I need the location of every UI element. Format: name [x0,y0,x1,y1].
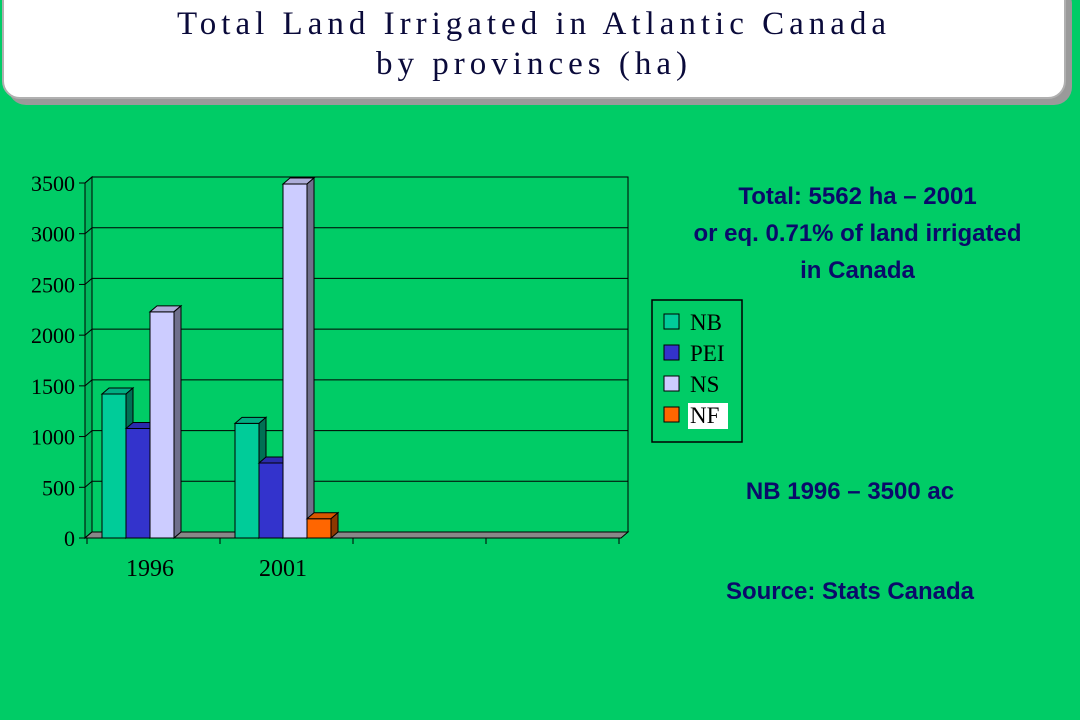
title-line-2: by provinces (ha) [376,46,692,82]
legend-swatch-nb [663,313,680,330]
total-note-line-2: or eq. 0.71% of land irrigated [693,220,1022,247]
y-tick-label: 0 [64,526,75,551]
legend-label-ns: NS [690,372,719,397]
x-tick-label: 1996 [126,556,174,582]
gridline [84,328,628,336]
bar-ns-1996 [149,311,175,539]
bar-nf-2001 [306,518,332,539]
nb-note: NB 1996 – 3500 ac [745,478,955,505]
legend-label-nb: NB [690,310,722,335]
bar-nb-2001 [234,422,260,539]
legend-swatch-pei [663,344,680,361]
title-box: Total Land Irrigated in Atlantic Canada … [2,0,1066,99]
bar-pei-2001 [258,462,284,539]
page-title: Total Land Irrigated in Atlantic Canada … [4,4,1064,84]
bar-nb-1996 [101,393,127,539]
y-tick-label: 3000 [31,222,75,247]
source-note: Source: Stats Canada [725,578,975,605]
bar-side-ns-2001 [306,176,315,540]
title-line-1: Total Land Irrigated in Atlantic Canada [176,6,892,42]
legend-label-pei: PEI [690,341,725,366]
x-tick-label: 2001 [259,556,307,582]
gridline [84,176,628,184]
bar-side-ns-1996 [173,304,182,540]
y-tick-label: 1000 [31,425,75,450]
total-note-line-3: in Canada [800,257,915,284]
y-tick-label: 3500 [31,171,75,196]
gridline [84,480,628,488]
y-tick-label: 2500 [31,272,75,297]
gridline [84,277,628,285]
bar-side-nf-2001 [330,511,339,540]
total-note-line-1: Total: 5562 ha – 2001 [738,183,977,210]
legend-swatch-nf [663,406,680,423]
gridline [84,227,628,235]
legend-swatch-ns [663,375,680,392]
gridline [84,379,628,387]
bar-pei-1996 [125,427,151,539]
y-tick-label: 500 [42,475,75,500]
legend-highlight [688,403,728,429]
total-note: Total: 5562 ha – 2001 or eq. 0.71% of la… [620,178,1080,289]
y-tick-label: 2000 [31,323,75,348]
gridline [84,430,628,437]
bar-ns-2001 [282,183,308,539]
legend-label-nf: NF [690,403,719,428]
y-tick-label: 1500 [31,374,75,399]
